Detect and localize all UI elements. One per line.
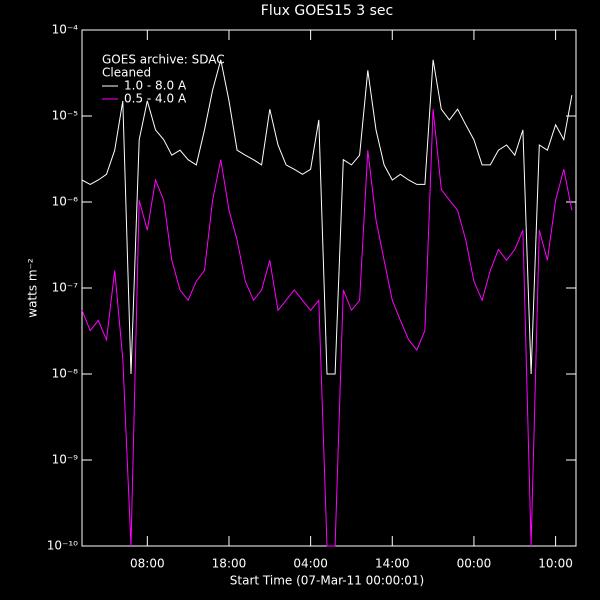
flux-line <box>81 59 573 375</box>
x-tick-label: 14:00 <box>375 557 410 571</box>
y-tick-label: 10⁻⁶ <box>52 195 79 209</box>
x-axis-label: Start Time (07-Mar-11 00:00:01) <box>230 574 424 588</box>
chart-title: Flux GOES15 3 sec <box>261 3 393 19</box>
x-tick-label: 18:00 <box>212 557 247 571</box>
legend-header: Cleaned <box>102 66 151 80</box>
y-tick-label: 10⁻⁵ <box>52 109 79 123</box>
y-tick-label: 10⁻⁷ <box>52 281 79 295</box>
x-tick-label: 04:00 <box>293 557 328 571</box>
y-tick-label: 10⁻¹⁰ <box>47 539 78 553</box>
y-tick-label: 10⁻⁴ <box>52 23 79 37</box>
legend-label: 0.5 - 4.0 A <box>124 92 187 106</box>
flux-line <box>81 109 573 547</box>
y-tick-label: 10⁻⁹ <box>52 453 79 467</box>
x-tick-label: 10:00 <box>538 557 573 571</box>
legend-label: 1.0 - 8.0 A <box>124 79 187 93</box>
y-tick-label: 10⁻⁸ <box>52 367 79 381</box>
y-axis-label: watts m⁻² <box>26 258 40 318</box>
legend-header: GOES archive: SDAC <box>102 53 225 67</box>
x-tick-label: 08:00 <box>130 557 165 571</box>
x-tick-label: 00:00 <box>457 557 492 571</box>
